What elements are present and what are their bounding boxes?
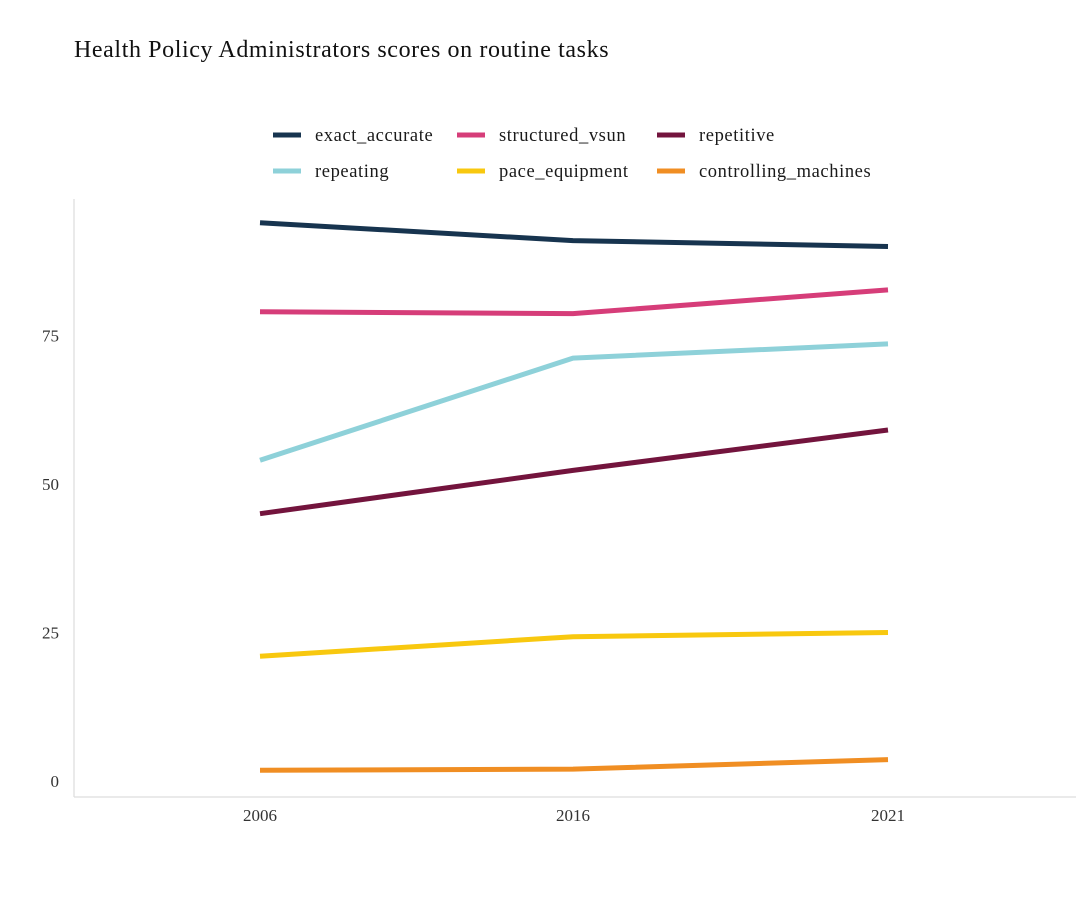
series-line-structured-vsun (259, 287, 889, 317)
legend-item-repeating: repeating (273, 162, 389, 182)
y-tick-label: 25 (42, 624, 59, 643)
x-tick-label: 2006 (243, 806, 277, 825)
legend-item-pace-equipment: pace_equipment (457, 162, 629, 182)
legend: exact_accurate structured_vsun repetitive r… (273, 126, 871, 182)
legend-label: repetitive (699, 126, 775, 146)
x-tick-label: 2016 (556, 806, 590, 825)
legend-label: exact_accurate (315, 126, 433, 146)
axes (73, 199, 1076, 798)
series-lines (259, 220, 889, 773)
legend-item-controlling-machines: controlling_machines (657, 162, 871, 182)
series-line-pace-equipment (259, 630, 889, 659)
series-line-repeating (259, 341, 889, 463)
legend-label: controlling_machines (699, 162, 871, 182)
chart-title: Health Policy Administrators scores on r… (74, 37, 609, 63)
x-tick-labels: 2006 2016 2021 (243, 806, 905, 825)
x-tick-label: 2021 (871, 806, 905, 825)
legend-item-structured-vsun: structured_vsun (457, 126, 626, 146)
y-tick-label: 0 (51, 772, 60, 791)
series-line-exact-accurate (259, 220, 889, 249)
legend-label: structured_vsun (499, 126, 626, 146)
legend-label: repeating (315, 162, 389, 182)
series-line-controlling-machines (259, 757, 889, 773)
y-tick-label: 75 (42, 327, 59, 346)
legend-item-exact-accurate: exact_accurate (273, 126, 433, 146)
y-tick-label: 50 (42, 475, 59, 494)
legend-label: pace_equipment (499, 162, 629, 182)
series-line-repetitive (259, 427, 889, 517)
y-tick-labels: 0 25 50 75 (42, 327, 59, 791)
legend-item-repetitive: repetitive (657, 126, 775, 146)
